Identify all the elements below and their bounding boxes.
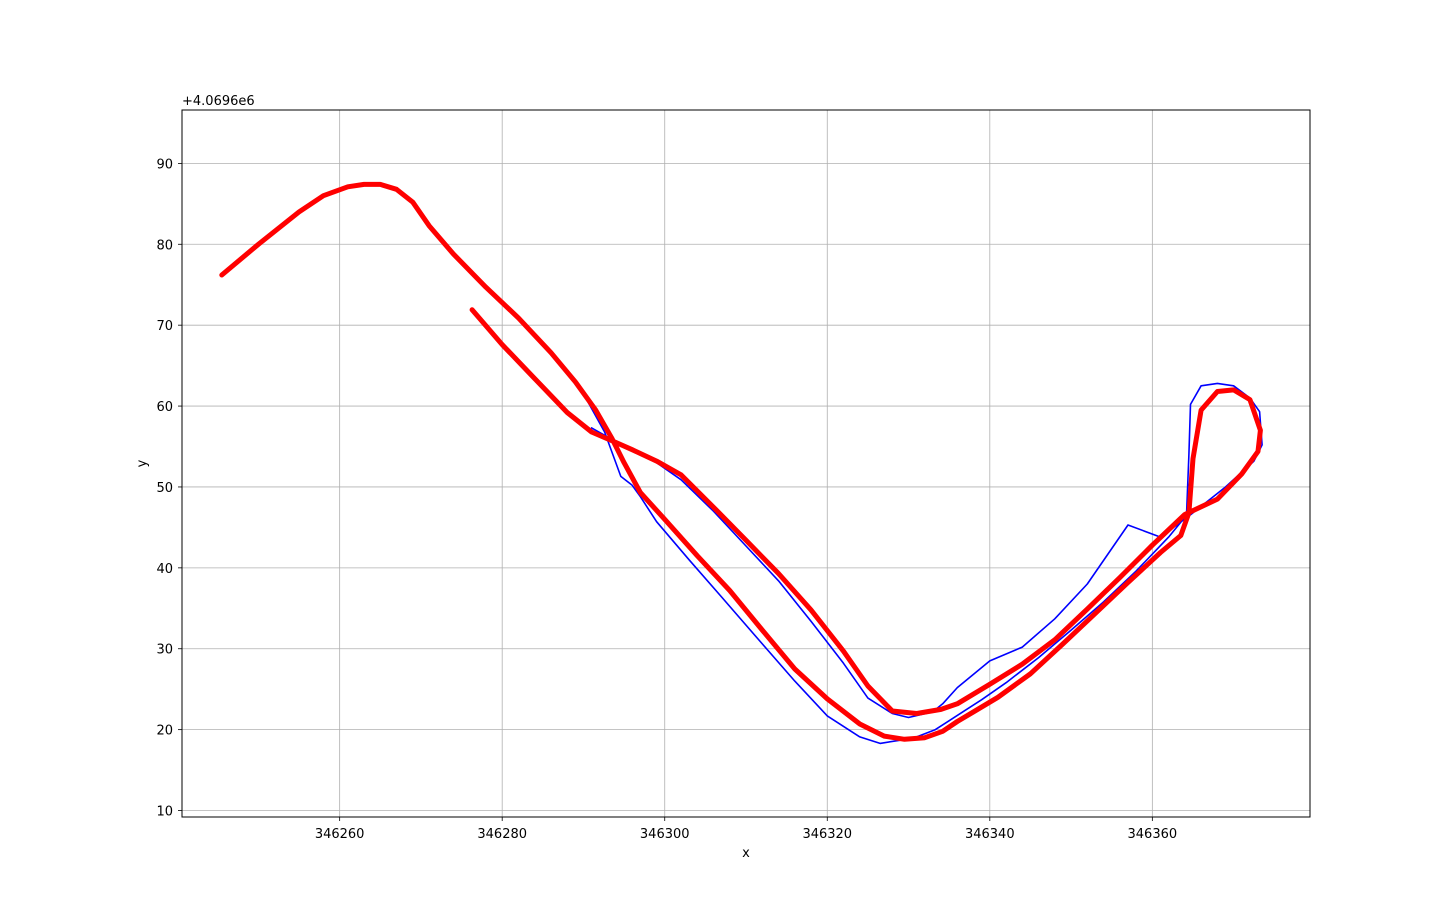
x-tick-label: 346300 — [640, 827, 690, 842]
grid-lines — [182, 110, 1310, 817]
y-tick-label: 10 — [156, 805, 173, 820]
y-tick-label: 60 — [156, 400, 173, 415]
y-tick-label: 90 — [156, 157, 173, 172]
x-tick-label: 346280 — [477, 827, 527, 842]
x-tick-label: 346340 — [965, 827, 1015, 842]
x-tick-label: 346360 — [1128, 827, 1178, 842]
y-tick-label: 20 — [156, 724, 173, 739]
y-axis-label: y — [135, 459, 150, 467]
y-tick-label: 40 — [156, 562, 173, 577]
y-offset-label: +4.0696e6 — [182, 94, 255, 109]
x-tick-label: 346260 — [315, 827, 365, 842]
series-layer — [219, 181, 1263, 745]
y-tick-label: 70 — [156, 319, 173, 334]
plot-frame — [181, 109, 1311, 818]
x-tick-label: 346320 — [802, 827, 852, 842]
y-tick-label: 30 — [156, 643, 173, 658]
y-tick-label: 50 — [156, 481, 173, 496]
axis-ticks: 346260 346280 346300 346320 346340 346360 10 20… — [156, 157, 1177, 842]
red-trajectory-line — [219, 181, 1263, 742]
y-tick-label: 80 — [156, 238, 173, 253]
x-axis-label: x — [742, 846, 750, 861]
blue-trajectory-line — [472, 274, 1263, 745]
